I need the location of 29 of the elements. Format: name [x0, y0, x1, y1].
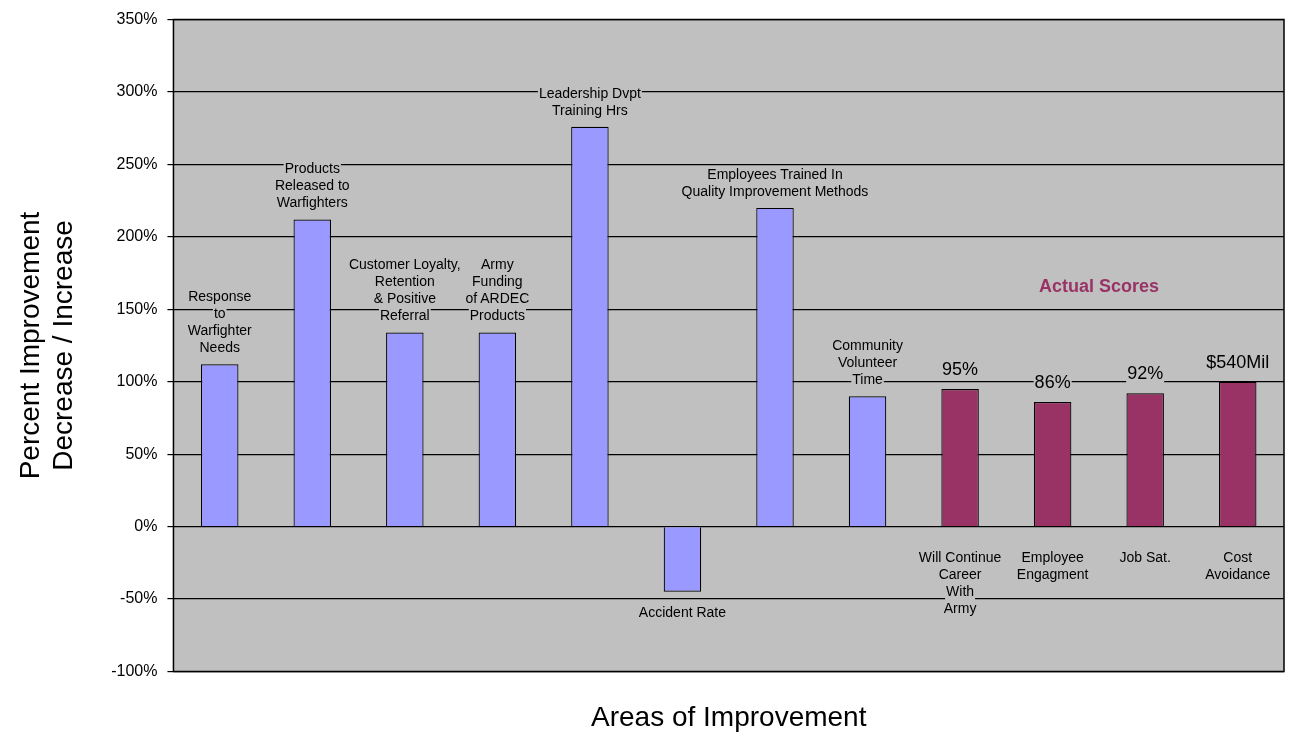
annotation: $540Mil [1206, 351, 1270, 372]
x-tick-label: Customer Loyalty, Retention & Positive Referral [348, 256, 461, 324]
y-axis-title: Percent Improvement Decrease / Increase [13, 211, 79, 480]
y-tick-label: 350% [116, 10, 158, 28]
y-tick-label: 150% [116, 299, 158, 317]
x-tick-label: Employees Trained In Quality Improvement Methods [681, 165, 869, 199]
data-label: 86% [1034, 371, 1071, 392]
x-tick-label: Accident Rate [638, 603, 727, 620]
y-tick-label: 0% [134, 516, 158, 534]
x-tick-label: Employee Engagment [1016, 549, 1089, 583]
x-tick-label: Army Funding of ARDEC Products [465, 256, 530, 324]
y-tick-label: 300% [116, 82, 158, 100]
y-tick-label: -50% [120, 589, 158, 607]
x-tick-label: Community Volunteer Time [832, 337, 903, 388]
x-tick-label: Will Continue Career With Army [918, 549, 1002, 617]
x-tick-label: Cost Avoidance [1205, 549, 1271, 583]
x-tick-label: Response to Warfighter Needs [187, 288, 253, 356]
x-tick-label: Leadership Dvpt Training Hrs [538, 84, 641, 118]
data-label: 95% [942, 358, 979, 379]
x-tick-label: Products Released to Warfighters [274, 160, 350, 211]
data-label: 92% [1127, 363, 1164, 384]
y-tick-label: -100% [111, 661, 158, 679]
x-axis-title: Areas of Improvement [591, 700, 867, 732]
text: Actual Scores [1038, 275, 1159, 296]
y-tick-label: 250% [116, 154, 158, 172]
x-tick-label: Job Sat. [1119, 549, 1171, 566]
y-tick-label: 200% [116, 227, 158, 245]
y-tick-label: 100% [116, 372, 158, 390]
y-tick-label: 50% [125, 444, 158, 462]
